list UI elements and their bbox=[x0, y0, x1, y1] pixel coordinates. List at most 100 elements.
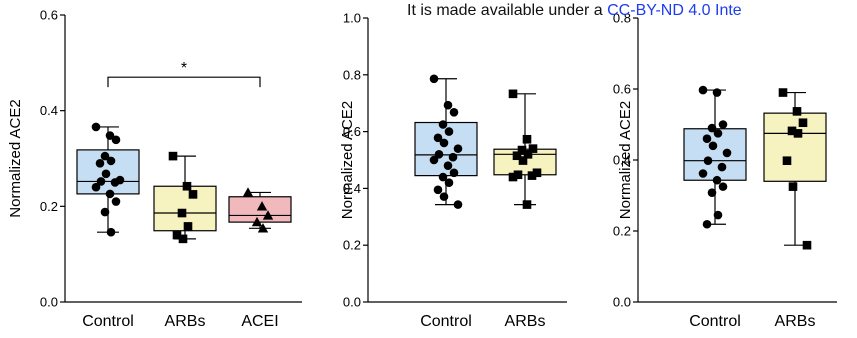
y-tick-label: 0.0 bbox=[343, 295, 361, 310]
chart-panel-2: 0.0 0.2 0.4 0.6 0.8 1.0 Normalized ACE2 Control… bbox=[339, 11, 567, 330]
box-arbs bbox=[493, 89, 557, 209]
box-arbs bbox=[763, 88, 827, 250]
data-point bbox=[100, 151, 110, 161]
data-point bbox=[718, 182, 728, 191]
y-tick-label: 0.6 bbox=[40, 8, 58, 23]
data-point bbox=[182, 181, 192, 191]
data-point bbox=[713, 129, 723, 138]
data-point bbox=[518, 156, 528, 165]
box-iqr bbox=[683, 128, 747, 181]
data-point bbox=[698, 85, 708, 95]
data-point bbox=[251, 216, 263, 227]
data-point bbox=[106, 227, 116, 237]
data-point bbox=[793, 129, 803, 138]
data-point bbox=[91, 122, 101, 132]
chart-panel-1: 0.0 0.2 0.4 0.6 Normalized ACE2 Control ARBs AC… bbox=[7, 8, 302, 330]
data-point bbox=[527, 171, 537, 180]
significance-label: * bbox=[181, 60, 187, 77]
x-tick-label: ARBs bbox=[505, 313, 546, 330]
license-link[interactable]: CC-BY-ND 4.0 Inte bbox=[607, 2, 742, 19]
box-iqr bbox=[153, 185, 217, 232]
data-point bbox=[449, 168, 459, 178]
data-point bbox=[183, 222, 193, 231]
x-tick-label: Control bbox=[82, 313, 134, 330]
data-point bbox=[708, 141, 718, 151]
data-point bbox=[778, 88, 788, 97]
license-banner: It is made available under a CC-BY-ND 4.… bbox=[407, 2, 742, 20]
data-point bbox=[707, 123, 717, 133]
data-point bbox=[100, 207, 110, 217]
data-point bbox=[702, 134, 712, 143]
data-point bbox=[178, 234, 188, 244]
data-point bbox=[438, 172, 448, 182]
data-point bbox=[96, 177, 106, 186]
data-point bbox=[712, 88, 722, 97]
y-tick-label: 0.4 bbox=[613, 153, 631, 168]
box-control bbox=[76, 122, 140, 237]
data-point bbox=[798, 118, 808, 128]
data-point bbox=[448, 152, 458, 162]
y-tick-label: 0.6 bbox=[343, 124, 361, 139]
data-point bbox=[453, 200, 463, 209]
data-point bbox=[95, 158, 105, 168]
y-tick-label: 0.0 bbox=[613, 295, 631, 310]
data-point bbox=[508, 89, 518, 99]
data-point bbox=[517, 145, 527, 155]
data-point bbox=[508, 172, 518, 182]
data-point bbox=[105, 131, 115, 140]
data-point bbox=[177, 208, 187, 218]
data-point bbox=[172, 230, 182, 240]
y-tick-label: 0.2 bbox=[343, 238, 361, 253]
y-tick-label: 0.2 bbox=[613, 224, 631, 239]
data-point bbox=[433, 133, 443, 143]
data-point bbox=[429, 155, 439, 165]
data-point bbox=[256, 201, 268, 211]
x-tick-label: Control bbox=[689, 313, 741, 330]
data-point bbox=[105, 189, 115, 199]
x-tick-label: ARBs bbox=[165, 313, 206, 330]
data-point bbox=[512, 151, 522, 161]
chart-panel-3: 0.0 0.2 0.4 0.6 0.8 Normalized ACE2 Control ARB… bbox=[613, 11, 837, 330]
data-point bbox=[523, 150, 533, 159]
y-tick-label: 0.6 bbox=[613, 82, 631, 97]
y-axis-label: Normalized ACE2 bbox=[617, 101, 634, 219]
data-point bbox=[443, 100, 453, 110]
data-point bbox=[433, 185, 443, 195]
data-point bbox=[718, 120, 728, 129]
data-point bbox=[522, 134, 532, 144]
x-tick-label: ACEI bbox=[241, 313, 278, 330]
data-point bbox=[111, 197, 121, 206]
data-point bbox=[439, 138, 449, 148]
banner-text: It is made available under a bbox=[407, 2, 603, 19]
significance-bracket bbox=[107, 76, 261, 88]
y-tick-label: 0.8 bbox=[613, 11, 631, 26]
data-point bbox=[782, 156, 792, 166]
data-point bbox=[449, 107, 459, 117]
data-point bbox=[257, 223, 269, 233]
data-point bbox=[713, 210, 723, 220]
data-point bbox=[528, 144, 538, 153]
data-point bbox=[443, 161, 453, 170]
data-point bbox=[444, 127, 454, 136]
y-tick-label: 0.8 bbox=[343, 67, 361, 82]
data-point bbox=[722, 148, 732, 158]
data-point bbox=[453, 144, 463, 153]
data-point bbox=[439, 192, 449, 201]
data-point bbox=[532, 168, 542, 178]
box-control bbox=[683, 85, 747, 229]
data-point bbox=[111, 135, 121, 145]
y-tick-label: 0.4 bbox=[343, 181, 361, 196]
data-point bbox=[434, 150, 444, 159]
data-point bbox=[513, 170, 523, 180]
data-point bbox=[429, 74, 439, 84]
data-point bbox=[522, 200, 532, 209]
data-point bbox=[712, 175, 722, 185]
data-point bbox=[444, 178, 454, 188]
data-point bbox=[698, 169, 708, 178]
y-axis-label: Normalized ACE2 bbox=[339, 101, 356, 219]
data-point bbox=[707, 188, 717, 197]
box-iqr bbox=[763, 112, 827, 182]
data-point bbox=[787, 126, 797, 136]
data-point bbox=[788, 182, 798, 191]
